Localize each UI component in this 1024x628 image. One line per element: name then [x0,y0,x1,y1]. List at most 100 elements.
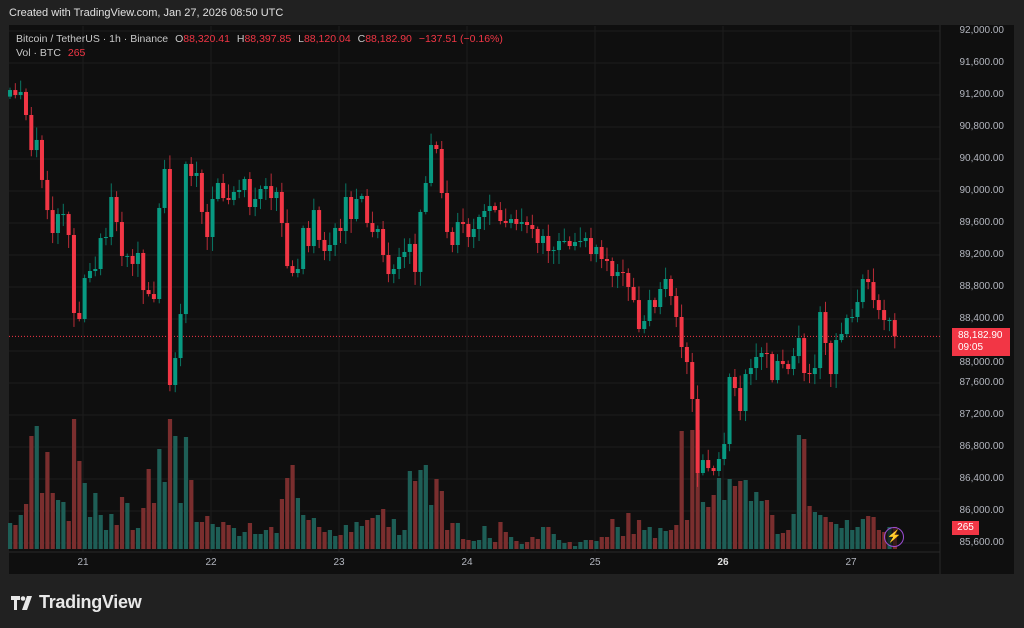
tradingview-logo[interactable]: TradingView [11,592,142,613]
volume-bar [157,449,162,549]
candle-body [530,225,535,229]
volume-bar [839,528,844,549]
volume-bar [66,521,71,549]
candle-body [503,221,508,223]
candle-body [706,460,711,469]
volume-bar [823,517,828,549]
candle-body [834,340,839,375]
price-tick-label: 86,400.00 [959,473,1005,484]
volume-bar [754,492,759,549]
candle-body [327,245,332,251]
candle-body [221,183,226,199]
volume-bar [146,469,151,549]
volume-bar [844,520,850,549]
candle-body [274,191,279,199]
volume-bar [466,540,471,549]
candle-body [461,222,466,224]
candle-body [546,235,551,251]
lightning-icon[interactable]: ⚡ [884,527,904,547]
candle-body [700,460,705,473]
candle-body [487,206,492,211]
volume-bar [82,483,87,549]
candle-body [397,257,402,269]
volume-bar [738,481,743,549]
volume-bar [567,542,572,549]
candle-body [610,261,615,277]
candle-body [93,269,98,271]
volume-bar [39,493,45,549]
price-tick-label: 90,800.00 [959,121,1005,132]
candle-body [50,210,55,233]
volume-bar [620,536,626,549]
volume-bar [247,523,253,549]
volume-bar [498,522,503,549]
candle-body [684,347,689,363]
candle-body [87,271,92,279]
candle-body [135,253,140,264]
candle-body [802,338,807,373]
price-tick-label: 89,200.00 [959,249,1005,260]
candle-body [471,229,476,237]
volume-bar [818,515,823,549]
low-label: L [298,33,304,45]
volume-bar [503,532,508,549]
price-tick-label: 88,400.00 [959,313,1005,324]
candle-body [119,222,124,256]
volume-bar [109,514,114,549]
candle-body [775,361,780,381]
candle-body [114,197,119,223]
candle-body [652,300,657,307]
candle-body [892,320,897,337]
volume-bar [722,500,727,549]
price-tick-label: 86,800.00 [959,441,1005,452]
candle-body [493,206,498,211]
candle-body [226,198,231,200]
volume-bar [183,437,189,549]
symbol-title[interactable]: Bitcoin / TetherUS · 1h · Binance [16,33,169,45]
created-with-caption: Created with TradingView.com, Jan 27, 20… [9,7,284,19]
candle-body [210,199,215,237]
volume-bar [828,522,834,549]
candle-body [215,183,220,199]
candle-body [626,273,631,287]
candle-body [450,231,455,245]
volume-bar [668,530,674,549]
volume-bar [269,527,274,549]
candle-body [18,91,23,95]
volume-bar [402,530,407,549]
candle-body [242,179,247,191]
volume-bar [45,452,50,549]
volume-bar [258,534,263,549]
volume-bar [786,530,791,549]
volume-bar [684,520,690,549]
candle-body [301,227,306,269]
candle-body [34,139,39,151]
volume-bar [674,525,679,549]
candle-body [572,242,577,247]
candle-body [663,279,668,289]
volume-label[interactable]: Vol · BTC [16,47,61,59]
candle-body [876,300,881,311]
candle-body [194,173,199,176]
candle-body [738,388,743,411]
last-price: 88,182.90 [958,330,1003,341]
volume-bar [791,514,796,549]
volume-bar [860,519,865,549]
candle-body [748,368,753,375]
volume-bar [173,436,178,549]
candle-body [279,191,284,223]
volume-bar [535,539,540,549]
candle-body [695,399,700,473]
volume-bar [775,534,780,549]
candle-body [674,296,679,317]
candle-body [882,310,887,321]
candle-body [716,459,721,471]
candle-body [285,223,290,267]
price-tick-label: 92,000.00 [959,25,1005,36]
candle-body [556,241,561,251]
candle-body [71,235,76,313]
candle-body [349,197,354,219]
price-tick-label: 90,400.00 [959,153,1005,164]
volume-bar [285,478,290,549]
